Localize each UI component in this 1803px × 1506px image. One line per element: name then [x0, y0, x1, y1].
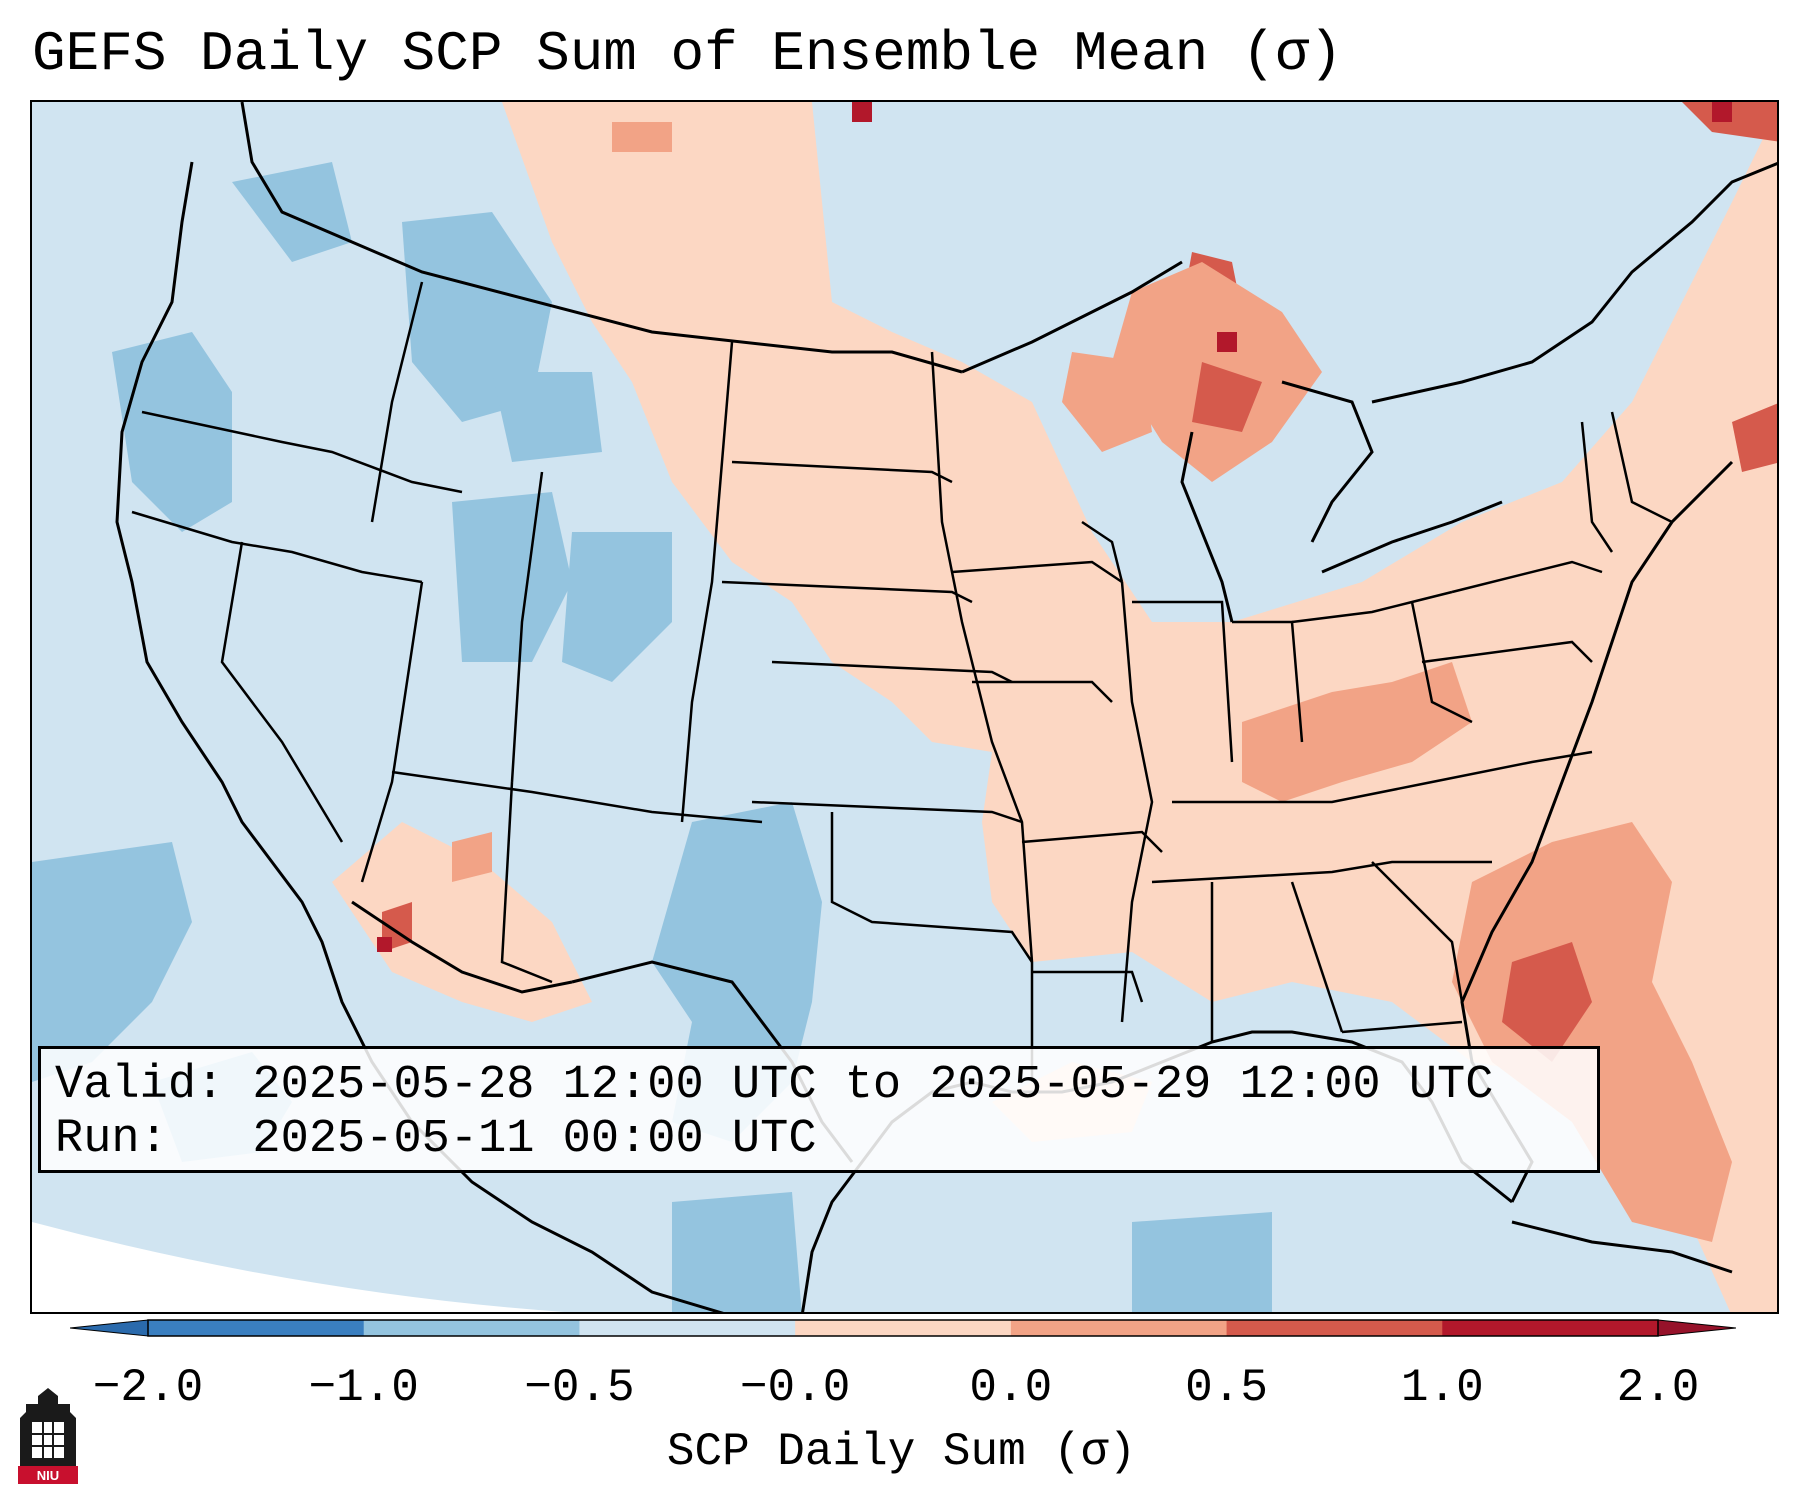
border-plains-west [680, 341, 734, 823]
border-central-meridian [930, 351, 1034, 1082]
colorbar-segment [1226, 1320, 1443, 1336]
lake-huron-shore [1281, 380, 1374, 543]
border-mo-ar [1021, 830, 1163, 853]
colorbar-tick-label: −0.0 [739, 1362, 851, 1414]
moderate-area-montana-canada [612, 122, 672, 152]
negative-area-washington [232, 162, 352, 262]
colorbar-tick-label: 1.0 [1400, 1362, 1484, 1414]
border-tn-north [1172, 750, 1593, 804]
negative-area-colorado [562, 532, 672, 682]
border-ga-sc [1371, 861, 1464, 1003]
colorbar-tick-label: −0.5 [524, 1362, 635, 1414]
logo-window-grid [32, 1422, 64, 1458]
negative-area-oregon [112, 332, 232, 532]
canada-border-central [961, 260, 1183, 374]
positive-area-east [502, 102, 1777, 1312]
border-ny-east [1580, 421, 1614, 553]
negative-area-caribbean [1132, 1212, 1272, 1312]
border-sd-ne [721, 580, 973, 604]
border-tn-south [1151, 860, 1492, 884]
border-utah-east [510, 471, 544, 783]
border-ar-la [1032, 970, 1144, 1003]
valid-time-line: Valid: 2025-05-28 12:00 UTC to 2025-05-2… [55, 1059, 1494, 1112]
map-svg [32, 102, 1777, 1312]
lake-michigan-shore [1180, 431, 1234, 623]
niu-logo: NIU [18, 1388, 78, 1484]
border-nevada-west [220, 541, 344, 843]
moderate-area-appalachia [1242, 662, 1472, 802]
extreme-cell-canada-east [1712, 102, 1732, 122]
colorbar-segment [1442, 1320, 1659, 1336]
moderate-area-wisconsin [1062, 352, 1152, 452]
colorbar-segment [1010, 1320, 1228, 1336]
validity-info-box: Valid: 2025-05-28 12:00 UTC to 2025-05-2… [38, 1046, 1600, 1173]
border-pa-south [1421, 640, 1593, 664]
colorbar-under-triangle [70, 1319, 149, 1337]
extreme-cell-baja [377, 937, 392, 952]
cuba-coastline [1511, 1220, 1733, 1274]
negative-area-utah [452, 492, 572, 662]
border-wv [1410, 601, 1473, 724]
negative-area-idaho [402, 212, 552, 422]
colorbar-segment [579, 1320, 796, 1336]
colorbar-tick-label: 2.0 [1616, 1362, 1700, 1414]
moderate-area-atlantic [1452, 822, 1732, 1242]
colorbar-over-triangle [1657, 1319, 1736, 1337]
border-ga-fl [1341, 1020, 1463, 1034]
border-oregon-north [141, 410, 463, 494]
extreme-cell-michigan [1217, 332, 1237, 352]
colorbar-tick-label: −1.0 [308, 1362, 419, 1414]
colorbar-segment [363, 1320, 580, 1336]
border-ok-tx [830, 812, 1034, 963]
state-borders [131, 281, 1673, 1082]
strong-area-straits [1192, 362, 1262, 432]
colorbar-segment [148, 1320, 365, 1336]
border-illinois [1132, 600, 1234, 763]
mexico-border-west [351, 900, 573, 994]
border-oregon-south [131, 510, 423, 584]
colorbar [70, 1319, 1736, 1337]
border-ks-ok [751, 800, 1023, 824]
border-new-england [1610, 411, 1673, 524]
border-arizona-nm [500, 781, 553, 984]
colorbar-segments [148, 1320, 1659, 1336]
logo-seal-band [18, 1466, 78, 1484]
colorbar-segment [795, 1320, 1012, 1336]
negative-area-wyoming [492, 372, 602, 462]
canada-border-east [1371, 162, 1777, 404]
moderate-area-arizona [452, 832, 492, 882]
border-ia-mo [972, 680, 1113, 703]
anomaly-positive-regions [332, 102, 1777, 1312]
border-mn-ia [951, 560, 1123, 584]
border-ohio-north [1291, 590, 1453, 624]
border-pa-north [1451, 560, 1603, 594]
run-time-line: Run: 2025-05-11 00:00 UTC [55, 1113, 817, 1166]
colorbar-tick-label: 0.0 [969, 1362, 1053, 1414]
chart-title: GEFS Daily SCP Sum of Ensemble Mean (σ) [32, 22, 1343, 86]
colorbar-outline [147, 1319, 1659, 1337]
colorbar-label: SCP Daily Sum (σ) [666, 1426, 1137, 1478]
border-nevada-east [360, 581, 424, 883]
strong-area-atlantic [1502, 942, 1592, 1062]
colorbar-tick-label: −2.0 [92, 1362, 204, 1414]
colorbar-tick-labels: −2.0 −1.0 −0.5 −0.0 0.0 0.5 1.0 2.0 [0, 1360, 1803, 1416]
negative-area-mexico [672, 1192, 802, 1312]
lake-erie-shore [1321, 500, 1503, 574]
border-wi-il [1081, 520, 1124, 583]
border-nd-sd [731, 460, 953, 484]
border-idaho-west [370, 281, 424, 523]
negative-area-pacific [32, 842, 192, 1082]
border-mississippi-river [1120, 581, 1154, 1023]
border-al-ga [1290, 881, 1344, 1033]
outside-domain-corner [32, 1222, 565, 1312]
logo-window [32, 1422, 64, 1458]
colorbar-tick-label: 0.5 [1185, 1362, 1268, 1414]
strong-area-northeast [1732, 403, 1777, 472]
pacific-coastline [115, 161, 724, 1312]
canada-border-west [240, 102, 963, 374]
extreme-cell-north [852, 102, 872, 122]
border-ne-ks [771, 660, 1013, 684]
border-four-corners [391, 770, 763, 824]
logo-text: NIU [37, 1468, 59, 1483]
